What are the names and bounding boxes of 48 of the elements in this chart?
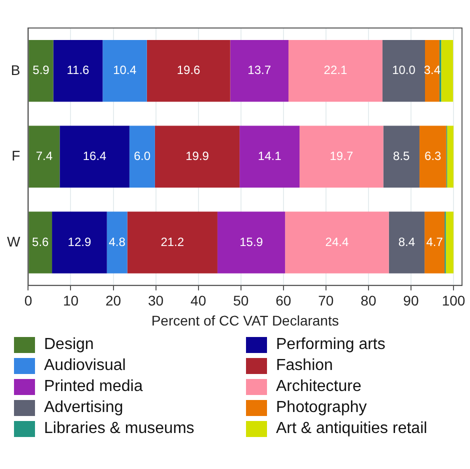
data-label: 19.6 <box>176 63 201 78</box>
x-tick-label: 80 <box>360 292 376 309</box>
legend-label: Design <box>44 336 94 354</box>
data-label: 19.9 <box>186 149 210 164</box>
legend-label: Advertising <box>44 399 124 417</box>
data-label: 21.2 <box>160 234 184 249</box>
x-tick-label: 50 <box>233 292 249 309</box>
x-tick-label: 0 <box>24 292 32 309</box>
data-label: 5.9 <box>32 63 50 78</box>
data-label: 19.7 <box>330 149 354 164</box>
data-label: 5.6 <box>32 234 50 249</box>
data-label: 4.8 <box>108 234 126 249</box>
x-tick-label: 70 <box>318 292 334 309</box>
data-label: 8.5 <box>393 149 410 164</box>
x-tick-label: 60 <box>276 292 292 309</box>
data-label: 6.3 <box>424 149 442 164</box>
legend-label: Fashion <box>276 357 333 375</box>
x-tick-label: 30 <box>148 292 164 309</box>
data-label: 7.4 <box>36 149 53 164</box>
legend-label: Audiovisual <box>44 357 126 375</box>
legend-label: Photography <box>276 399 367 417</box>
data-label: 15.9 <box>240 234 264 249</box>
data-label: 8.4 <box>398 234 416 249</box>
legend-label: Art & antiquities retail <box>276 420 428 438</box>
y-tick-label: B <box>10 62 20 78</box>
data-label: 11.6 <box>66 63 90 78</box>
data-label: 6.0 <box>134 149 151 164</box>
x-tick-label: 20 <box>105 292 122 309</box>
x-tick-label: 90 <box>403 292 419 309</box>
data-label: 14.1 <box>258 149 282 164</box>
data-label: 10.4 <box>113 63 137 78</box>
data-label: 4.7 <box>426 234 444 249</box>
x-tick-label: 40 <box>190 292 206 309</box>
legend-label: Printed media <box>44 378 143 396</box>
legend-label: Performing arts <box>276 336 386 354</box>
data-label: 22.1 <box>324 63 348 78</box>
y-tick-label: F <box>12 148 20 164</box>
data-label: 24.4 <box>325 234 349 249</box>
legend-label: Architecture <box>276 378 362 396</box>
data-label: 16.4 <box>82 149 107 164</box>
legend-label: Libraries & museums <box>44 420 194 438</box>
x-tick-label: 10 <box>62 292 79 309</box>
data-label: 12.9 <box>68 234 92 249</box>
y-tick-label: W <box>6 233 21 250</box>
x-tick-label: 100 <box>442 292 466 309</box>
data-label: 10.0 <box>392 63 416 78</box>
data-label: 13.7 <box>248 63 272 78</box>
x-axis-title: Percent of CC VAT Declarants <box>151 312 339 328</box>
